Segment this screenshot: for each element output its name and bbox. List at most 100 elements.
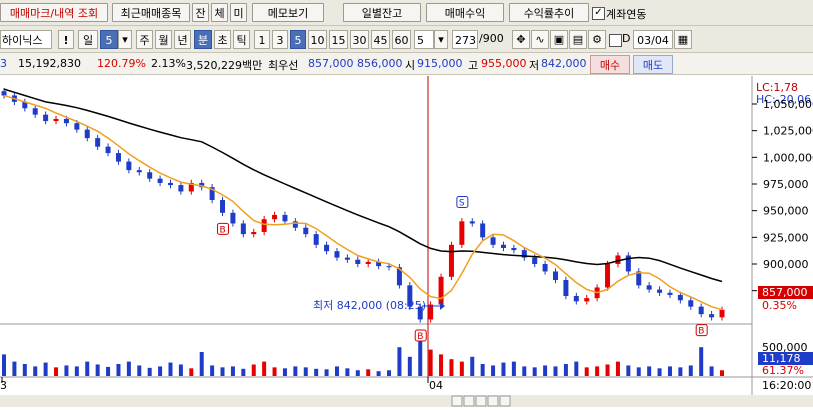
volume-bar — [543, 365, 548, 376]
candle-body — [63, 118, 69, 124]
volume-bar — [272, 367, 277, 376]
minute-1-button[interactable]: 1 — [254, 30, 270, 49]
price-axis-tick-label: 925,000 — [763, 231, 809, 244]
month-button[interactable]: 월 — [155, 30, 172, 49]
x-label-day-04: 04 — [429, 379, 443, 392]
count-dropdown-icon[interactable]: ▾ — [434, 30, 448, 49]
volume-bar — [85, 361, 90, 376]
volume-bar — [178, 364, 183, 376]
scroll-controls[interactable] — [451, 395, 511, 407]
candle-body — [698, 306, 704, 315]
day-button[interactable]: 일 — [78, 30, 98, 49]
minute-60-button[interactable]: 60 — [392, 30, 411, 49]
trade-mark-history-button[interactable]: 매매마크/내역 조회 — [0, 3, 108, 22]
profit-trend-button[interactable]: 수익률추이 — [509, 3, 589, 22]
save-icon[interactable]: ▣ — [550, 30, 568, 49]
crosshair-icon[interactable]: ✥ — [512, 30, 530, 49]
buy-marker[interactable] — [695, 324, 708, 337]
volume-bar — [189, 368, 194, 376]
volume-bar — [345, 368, 350, 376]
account-link-checkbox[interactable]: ✓ — [592, 7, 605, 20]
account-link-label: 계좌연동 — [606, 8, 647, 21]
current-price-tag — [758, 286, 813, 299]
period-value-field[interactable]: 5 — [100, 30, 118, 49]
minute-30-button[interactable]: 30 — [350, 30, 369, 49]
recent-stocks-button[interactable]: 최근매매종목 — [112, 3, 190, 22]
unfilled-button[interactable]: 미 — [230, 3, 247, 22]
second-button[interactable]: 초 — [214, 30, 231, 49]
candlestick-chart[interactable]: B B S B LC:1,78 HC:-20,06 1,050,000 1,025,00… — [0, 76, 813, 407]
candle-body — [282, 214, 288, 222]
candle-body — [417, 306, 423, 320]
year-button[interactable]: 년 — [174, 30, 191, 49]
minute-15-button[interactable]: 15 — [329, 30, 348, 49]
candle-body — [84, 129, 90, 139]
volume-bar — [334, 366, 339, 376]
price-chart-area[interactable]: B B S B LC:1,78 HC:-20,06 1,050,000 1,025,00… — [0, 76, 813, 407]
candle-body — [563, 280, 569, 296]
candle-body — [625, 255, 631, 272]
trade-profit-button[interactable]: 매매수익 — [426, 3, 504, 22]
daily-balance-button[interactable]: 일별잔고 — [343, 3, 421, 22]
lc-label: LC:1,78 — [756, 81, 798, 94]
volume-bar — [511, 361, 516, 376]
long-moving-average-line — [3, 88, 723, 283]
stock-name-field[interactable]: 하이닉스 — [0, 30, 52, 49]
period-dropdown-icon[interactable]: ▾ — [118, 30, 132, 49]
volume-bar — [376, 371, 381, 376]
volume-rate: 120.79% — [97, 57, 146, 70]
candle-body — [657, 289, 663, 293]
print-icon[interactable]: ▤ — [569, 30, 587, 49]
memo-view-button[interactable]: 메모보기 — [252, 3, 324, 22]
volume-bar — [563, 364, 568, 376]
candle-body — [500, 244, 506, 248]
minute-10-button[interactable]: 10 — [308, 30, 327, 49]
minute-button[interactable]: 분 — [194, 30, 212, 49]
date-checkbox[interactable] — [609, 34, 622, 47]
volume-bar — [636, 367, 641, 376]
volume-bar — [95, 364, 100, 376]
display-count-field[interactable]: 273 — [452, 30, 478, 49]
sell-button[interactable]: 매도 — [633, 55, 673, 74]
week-button[interactable]: 주 — [136, 30, 153, 49]
balance-button[interactable]: 잔 — [192, 3, 209, 22]
volume-bar — [595, 366, 600, 376]
count-field[interactable]: 5 — [414, 30, 434, 49]
candle-body — [147, 172, 153, 179]
candle-body — [95, 138, 101, 147]
settings-gear-icon[interactable]: ⚙ — [588, 30, 606, 49]
info-prefix: 3 — [0, 57, 7, 70]
tick-button[interactable]: 틱 — [233, 30, 250, 49]
volume-bar — [480, 364, 485, 376]
executed-button[interactable]: 체 — [211, 3, 228, 22]
chart-scrollbar[interactable] — [0, 395, 813, 407]
buy-button[interactable]: 매수 — [590, 55, 630, 74]
candle-body — [22, 101, 28, 109]
indicator-icon[interactable]: ∿ — [531, 30, 549, 49]
volume-bar — [2, 354, 6, 376]
candle-body — [324, 244, 330, 252]
volume-bar — [43, 362, 48, 376]
current-price-value: 857,000 — [762, 286, 808, 299]
quote-info-bar: 3 15,192,830 120.79% 2.13% 3,520,229백만 최… — [0, 53, 813, 75]
minute-3-button[interactable]: 3 — [272, 30, 288, 49]
candle-body — [573, 296, 579, 302]
candle-body — [344, 257, 350, 260]
alert-button[interactable]: ! — [58, 30, 74, 49]
buy-marker[interactable] — [414, 329, 427, 342]
minute-45-button[interactable]: 45 — [371, 30, 390, 49]
calendar-icon[interactable]: ▦ — [674, 30, 692, 49]
candle-body — [126, 161, 132, 171]
volume-value: 15,192,830 — [18, 57, 81, 70]
high-label: 고 — [468, 59, 479, 72]
volume-bar — [615, 361, 620, 376]
sell-marker[interactable] — [456, 196, 469, 209]
volume-bar — [54, 367, 59, 376]
minute-5-button[interactable]: 5 — [290, 30, 306, 49]
candle-body — [230, 212, 236, 224]
turnover-rate: 2.13% — [151, 57, 186, 70]
date-field[interactable]: 03/04 — [633, 30, 673, 49]
buy-marker[interactable] — [217, 222, 230, 235]
volume-bar — [418, 337, 423, 376]
volume-bar — [220, 367, 225, 376]
